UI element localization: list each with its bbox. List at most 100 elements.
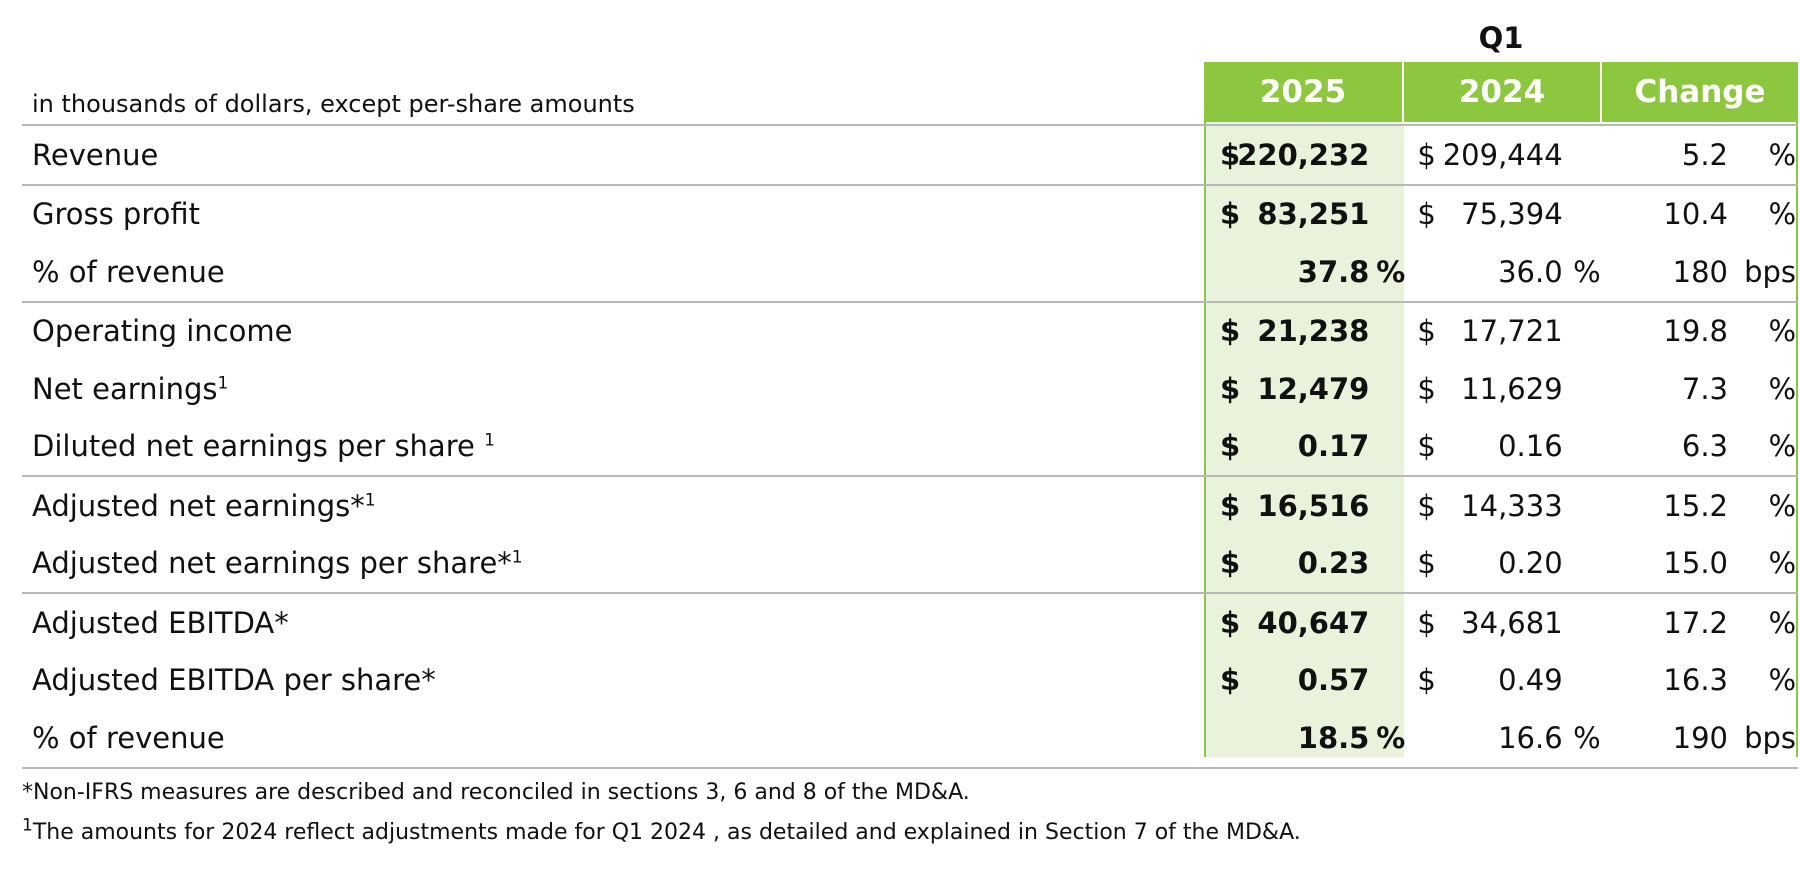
value-2024: 0.20 [1498,546,1563,581]
change-unit: % [1768,605,1796,640]
table-right-border [1796,62,1798,757]
units-note: in thousands of dollars, except per-shar… [32,90,635,118]
change-unit: % [1768,371,1796,406]
table-row: % of revenue 37.8% 36.0% 180 bps [22,243,1798,302]
row-label-text: Net earnings [32,371,218,406]
value-2025: 0.17 [1297,429,1370,464]
change-cell: 15.0% [1603,535,1798,594]
currency-2025: $ [1220,137,1241,172]
row-label-text: Gross profit [32,197,201,232]
value-2024-cell: $11,629 [1407,360,1602,418]
change-value: 180 [1672,254,1728,289]
value-2024: 0.16 [1498,429,1563,464]
value-2024-cell: $34,681 [1407,592,1603,652]
row-footnote-marker: 1 [484,430,495,451]
row-label-text: % of revenue [32,254,225,289]
currency-2025: $ [1220,197,1241,232]
change-cell: 190 bps [1602,709,1798,769]
row-label: Net earnings1 [22,360,1210,418]
change-unit: % [1768,314,1796,349]
change-cell: 16.3% [1603,652,1798,710]
value-2025: 16,516 [1257,488,1370,523]
column-header-change: Change [1602,62,1798,122]
change-unit: % [1768,197,1796,232]
currency-2024: $ [1417,663,1436,698]
change-unit: % [1768,488,1796,523]
value-2025: 37.8 [1297,254,1370,289]
value-2025-cell: $40,647 [1210,592,1408,652]
change-value: 190 [1672,720,1728,755]
value-2025-cell: $16,516 [1210,475,1408,535]
value-2024-cell: $209,444 [1407,124,1603,185]
percent-2025: % [1376,254,1406,289]
row-footnote-marker: 1 [364,490,376,511]
change-cell: 17.2% [1602,592,1798,652]
change-unit: % [1768,546,1796,581]
currency-2024: $ [1417,197,1436,232]
table-row: Diluted net earnings per share 1 $0.17 $0.… [22,418,1798,477]
change-unit: bps [1744,720,1796,755]
value-2025-cell: $0.57 [1210,652,1407,710]
value-2025: 0.23 [1297,546,1370,581]
table-row: Net earnings1 $12,479 $11,629 7.3% [22,360,1798,418]
value-2025-cell: $12,479 [1210,360,1407,418]
value-2025: 0.57 [1297,663,1370,698]
row-label-text: Adjusted EBITDA per share* [32,663,436,698]
row-label-text: Adjusted EBITDA* [32,605,289,640]
row-label-text: Operating income [32,314,293,349]
row-label-text: Diluted net earnings per share [32,429,485,464]
row-label: Adjusted net earnings per share*1 [22,535,1210,594]
change-unit: % [1768,137,1796,172]
row-label: Adjusted net earnings*1 [22,475,1211,535]
currency-2024: $ [1417,605,1436,640]
currency-2024: $ [1417,488,1436,523]
table-row: Revenue $220,232 $209,444 5.2% [22,124,1798,185]
value-2024: 14,333 [1461,488,1563,523]
currency-2025: $ [1220,605,1241,640]
data-table: Revenue $220,232 $209,444 5.2% Gross profit $… [22,124,1798,769]
row-footnote-marker: 1 [511,547,523,568]
value-2025-cell: $0.17 [1210,418,1407,477]
column-header-2024: 2024 [1404,62,1600,122]
value-2025-cell: 37.8% [1210,243,1407,302]
currency-2024: $ [1417,137,1436,172]
change-value: 15.0 [1663,546,1728,581]
value-2025: 83,251 [1257,197,1370,232]
value-2024: 34,681 [1461,605,1563,640]
change-cell: 15.2% [1602,475,1798,535]
row-label: Adjusted EBITDA* [22,592,1211,652]
value-2024: 16.6 [1498,720,1563,755]
value-2024: 0.49 [1498,663,1563,698]
row-label: % of revenue [22,243,1210,302]
value-2025: 21,238 [1257,314,1370,349]
value-2025: 12,479 [1257,371,1370,406]
percent-2024: % [1573,720,1601,755]
currency-2025: $ [1220,546,1241,581]
value-2025: 18.5 [1297,720,1370,755]
percent-2025: % [1376,720,1406,755]
row-label: Gross profit [22,183,1211,243]
change-cell: 19.8% [1602,300,1798,360]
value-2024-cell: $0.20 [1407,535,1602,594]
change-cell: 7.3% [1603,360,1798,418]
value-2025-cell: $21,238 [1210,300,1408,360]
row-label-text: % of revenue [32,720,225,755]
value-2024-cell: $75,394 [1407,183,1603,243]
row-label-text: Revenue [32,137,159,172]
row-label: Diluted net earnings per share 1 [22,418,1210,477]
row-label-text: Adjusted net earnings* [32,488,365,523]
change-value: 7.3 [1681,371,1728,406]
table-row: Adjusted EBITDA per share* $0.57 $0.49 16.3… [22,652,1798,710]
row-label: Adjusted EBITDA per share* [22,652,1210,710]
table-row: % of revenue 18.5% 16.6% 190 bps [22,709,1798,769]
change-value: 16.3 [1663,663,1728,698]
row-label: % of revenue [22,709,1211,769]
change-value: 15.2 [1663,488,1728,523]
table-row: Gross profit $83,251 $75,394 10.4% [22,183,1798,243]
value-2024: 209,444 [1442,137,1563,172]
value-2024: 17,721 [1461,314,1563,349]
value-2025: 40,647 [1257,605,1370,640]
change-value: 19.8 [1663,314,1728,349]
change-unit: % [1768,663,1796,698]
value-2025-cell: $220,232 [1210,124,1408,185]
